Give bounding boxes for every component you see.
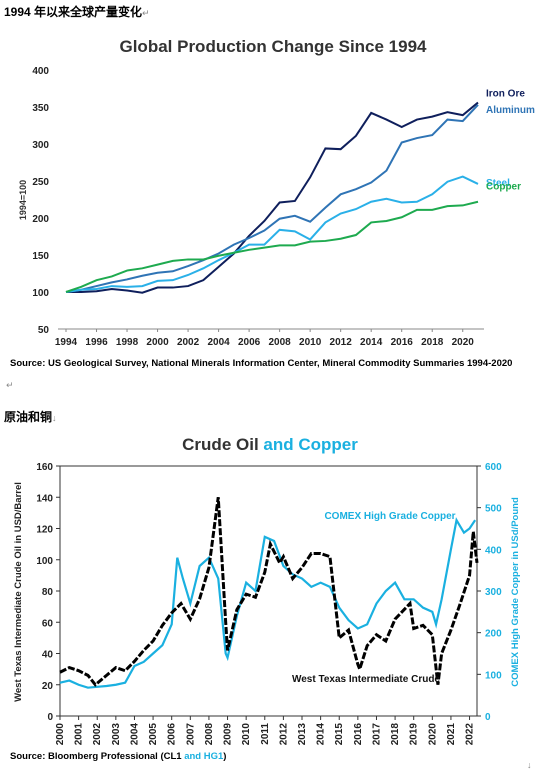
annotation-wti: West Texas Intermediate Crude [292,674,440,685]
y-tick-label: 250 [32,177,49,188]
left-tick-label: 20 [42,681,54,692]
left-tick-label: 40 [42,650,54,661]
series-label-copper: Copper [486,182,521,193]
y-tick-label: 300 [32,140,49,151]
x-tick-label: 2000 [146,337,169,348]
x-tick-label: 2000 [55,723,66,746]
series-label-steel: Steel [486,178,510,189]
chart2-source: Source: Bloomberg Professional (CL1 and … [10,751,226,762]
x-tick-label: 2010 [299,337,322,348]
section-heading-oil-copper: 原油和铜↓ [4,408,57,425]
chart1-source: Source: US Geological Survey, National M… [10,358,513,369]
x-tick-label: 2016 [391,337,414,348]
y-tick-label: 400 [32,66,49,77]
series-line-copper [65,200,479,293]
annotation-copper: COMEX High Grade Copper [324,511,455,522]
right-tick-label: 400 [485,545,502,556]
right-tick-label: 600 [485,462,502,473]
x-tick-label: 2021 [446,723,457,746]
right-tick-label: 500 [485,504,502,515]
x-tick-label: 2020 [452,337,475,348]
x-tick-label: 2003 [111,723,122,746]
x-tick-label: 2002 [177,337,200,348]
series-label-aluminum: Aluminum [486,105,535,116]
x-tick-label: 2014 [360,337,383,348]
x-tick-label: 2005 [148,723,159,746]
series-label-iron-ore: Iron Ore [486,89,525,100]
x-tick-label: 2011 [260,723,271,745]
x-tick-label: 1994 [55,337,78,348]
title-part-copper: and Copper [263,435,358,454]
x-tick-label: 2010 [241,723,252,746]
left-tick-label: 120 [36,525,53,536]
section-heading-production: 1994 年以来全球产量变化↵ [4,3,150,20]
x-tick-label: 2018 [421,337,444,348]
x-tick-label: 2004 [207,337,230,348]
x-tick-label: 2014 [316,723,327,746]
x-tick-label: 2015 [334,723,345,746]
paragraph-mark-end: ↓ [527,760,532,770]
left-tick-label: 160 [36,462,53,473]
y-axis-label: 1994=100 [18,180,28,220]
source-highlight: and HG1 [184,751,224,762]
left-tick-label: 100 [36,556,53,567]
x-tick-label: 2006 [167,723,178,746]
x-tick-label: 2008 [269,337,292,348]
x-tick-label: 2002 [92,723,103,746]
right-tick-label: 200 [485,629,502,640]
x-tick-label: 1996 [85,337,108,348]
y-tick-label: 100 [32,288,49,299]
left-tick-label: 140 [36,493,53,504]
paragraph-mark: ↵ [142,8,150,18]
x-tick-label: 2012 [330,337,353,348]
heading-text: 1994 年以来全球产量变化 [4,5,143,19]
heading-text: 原油和铜 [4,410,53,424]
x-tick-label: 2020 [427,723,438,746]
paragraph-mark: ↵ [6,380,14,390]
y-tick-label: 50 [38,325,50,336]
y-tick-label: 200 [32,214,49,225]
right-tick-label: 100 [485,670,502,681]
left-tick-label: 80 [42,587,54,598]
series-line-west-texas-intermediate-crude [59,497,479,687]
x-tick-label: 2008 [204,723,215,746]
x-tick-label: 2017 [371,723,382,746]
right-tick-label: 0 [485,712,491,723]
chart-title: Crude Oil and Copper [182,435,358,454]
right-axis-label: COMEX High Grade Copper in USd/Pound [510,497,521,687]
chart-title: Global Production Change Since 1994 [119,37,427,56]
x-tick-label: 2018 [390,723,401,746]
title-part-oil: Crude Oil [182,435,263,454]
x-tick-label: 1998 [116,337,139,348]
left-tick-label: 60 [42,618,54,629]
series-line-aluminum [65,104,479,293]
series-line-iron-ore [66,101,479,294]
x-tick-label: 2004 [129,723,140,746]
x-tick-label: 2009 [223,723,234,746]
left-tick-label: 0 [47,712,53,723]
x-tick-label: 2012 [278,723,289,746]
x-tick-label: 2013 [297,723,308,746]
source-text-end: ) [223,751,227,762]
left-axis-label: West Texas Intermediate Crude Oil in USD… [13,482,24,702]
series-line-comex-high-grade-copper [59,517,477,689]
x-tick-label: 2006 [238,337,261,348]
right-tick-label: 300 [485,587,502,598]
y-tick-label: 350 [32,103,49,114]
paragraph-mark: ↓ [52,413,57,423]
x-tick-label: 2022 [465,723,476,746]
series-line-steel [65,175,479,293]
source-text: Source: Bloomberg Professional (CL1 [10,751,185,762]
x-tick-label: 2001 [74,723,85,746]
x-tick-label: 2019 [409,723,420,746]
y-tick-label: 150 [32,251,49,262]
x-tick-label: 2016 [353,723,364,746]
x-tick-label: 2007 [185,723,196,746]
